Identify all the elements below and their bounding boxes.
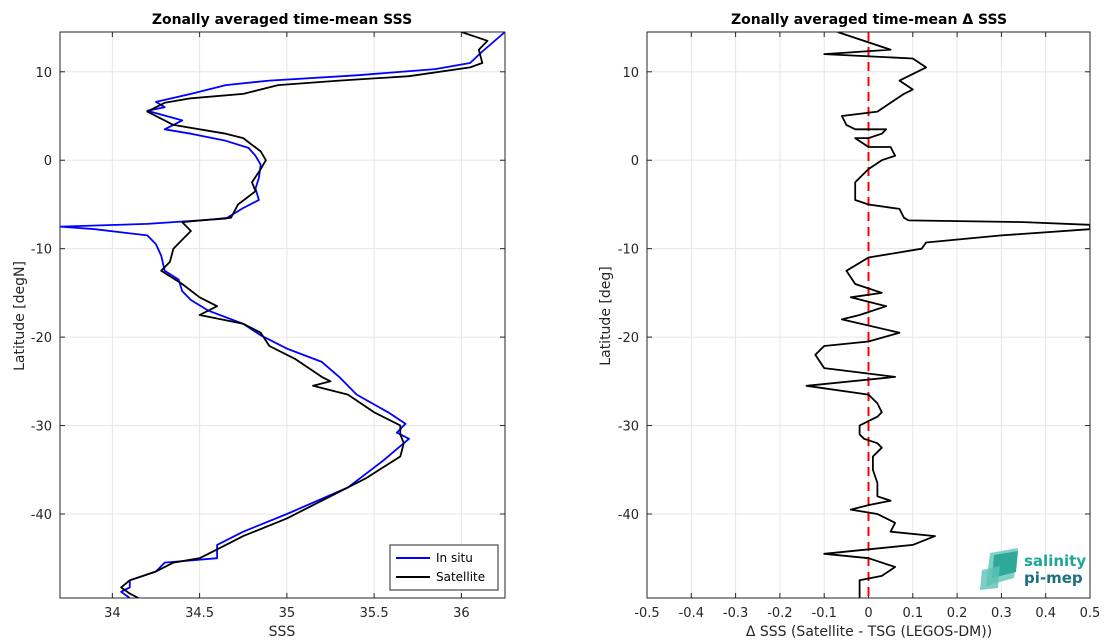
right-x-tick-label: -0.2 [767, 606, 792, 621]
left-plot-area [60, 32, 505, 598]
right-x-tick-label: -0.4 [679, 606, 704, 621]
right-x-tick-label: 0.5 [1080, 606, 1101, 621]
right-x-tick-label: -0.1 [812, 606, 837, 621]
left-y-tick-label: -30 [31, 420, 52, 435]
left-y-tick-label: 10 [35, 66, 52, 81]
right-y-tick-label: -10 [618, 243, 639, 258]
right-y-tick-label: -20 [618, 331, 639, 346]
left-y-tick-label: -10 [31, 243, 52, 258]
logo-text-salinity: salinity [1024, 552, 1086, 570]
right-x-tick-label: -0.5 [634, 606, 659, 621]
right-x-tick-label: -0.3 [723, 606, 748, 621]
legend: In situ Satellite [389, 544, 499, 591]
right-x-tick-label: 0.3 [991, 606, 1012, 621]
right-y-axis-label: Latitude [deg] [598, 266, 614, 365]
left-x-tick-label: 34 [104, 606, 121, 621]
left-x-tick-label: 34.5 [185, 606, 214, 621]
legend-label-in-situ: In situ [436, 551, 473, 565]
right-axes-box [646, 31, 1091, 599]
right-x-tick-label: 0 [864, 606, 872, 621]
left-y-tick-label: 0 [44, 154, 52, 169]
left-x-tick-label: 35.5 [360, 606, 389, 621]
legend-box [389, 544, 499, 591]
right-x-axis-label: Δ SSS (Satellite - TSG (LEGOS-DM)) [746, 624, 992, 640]
right-y-tick-label: 10 [622, 66, 639, 81]
right-x-tick-label: 0.4 [1035, 606, 1056, 621]
left-y-tick-label: -20 [31, 331, 52, 346]
left-series-in-situ-line [60, 32, 505, 598]
legend-label-satellite: Satellite [436, 570, 485, 584]
right-x-tick-label: 0.2 [947, 606, 968, 621]
left-x-axis-label: SSS [269, 624, 296, 640]
left-data-layer [60, 32, 505, 598]
right-chart-panel: Zonally averaged time-mean Δ SSS Δ SSS (… [598, 12, 1100, 640]
left-series-satellite-line [120, 32, 489, 598]
right-y-tick-label: 0 [631, 154, 639, 169]
right-y-tick-label: -30 [618, 420, 639, 435]
right-series-series-0-line [805, 32, 1090, 598]
left-y-axis-label: Latitude [degN] [12, 261, 28, 371]
logo-text-pi-mep: pi-mep [1024, 569, 1083, 587]
logo-wave-icon-back [980, 566, 1000, 590]
left-y-tick-label: -40 [31, 508, 52, 523]
right-data-layer [805, 32, 1090, 598]
left-x-tick-label: 35 [279, 606, 296, 621]
left-chart-title: Zonally averaged time-mean SSS [152, 12, 412, 28]
right-chart-title: Zonally averaged time-mean Δ SSS [731, 12, 1007, 28]
right-x-tick-label: 0.1 [902, 606, 923, 621]
left-chart-panel: Zonally averaged time-mean SSS SSS Latit… [12, 12, 506, 640]
left-axes-box [59, 31, 506, 599]
left-x-tick-label: 36 [453, 606, 470, 621]
right-y-tick-label: -40 [618, 508, 639, 523]
